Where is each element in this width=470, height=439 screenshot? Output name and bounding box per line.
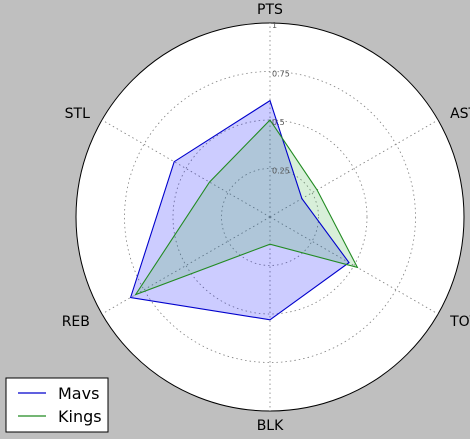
radial-tick-label: 1 [272, 21, 277, 30]
series-line-mavs [129, 99, 350, 321]
series-fill-mavs [130, 100, 349, 320]
axis-label-ast: AST [450, 106, 470, 122]
grid-rings [124, 71, 416, 363]
grid-ring [221, 168, 319, 266]
grid-ring [172, 119, 368, 315]
spoke-reb [101, 216, 271, 315]
series-fill-kings [135, 120, 358, 295]
radial-tick-label: 0.5 [272, 118, 285, 127]
spoke-lines [101, 23, 439, 411]
axis-label-reb: REB [62, 314, 90, 330]
radial-tick-label: 0.25 [272, 167, 290, 176]
legend-label-mavs: Mavs [58, 384, 99, 403]
axis-label-pts: PTS [257, 2, 283, 18]
legend: Mavs Kings [5, 377, 109, 433]
grid-ring [124, 71, 416, 363]
legend-box [5, 377, 109, 433]
series-line-kings [134, 119, 359, 296]
radial-tick-labels: 0.25 0.5 0.75 1 [272, 21, 290, 176]
legend-label-kings: Kings [58, 407, 102, 426]
series-layer [129, 99, 359, 321]
axis-label-stl: STL [65, 106, 90, 122]
axis-labels: PTS AST TOV BLK REB STL [62, 2, 470, 434]
axis-label-tov: TOV [449, 314, 470, 330]
axis-label-blk: BLK [257, 418, 284, 434]
spoke-stl [101, 119, 271, 218]
spoke-tov [269, 216, 439, 315]
spoke-ast [269, 119, 439, 218]
radial-tick-label: 0.75 [272, 70, 290, 79]
